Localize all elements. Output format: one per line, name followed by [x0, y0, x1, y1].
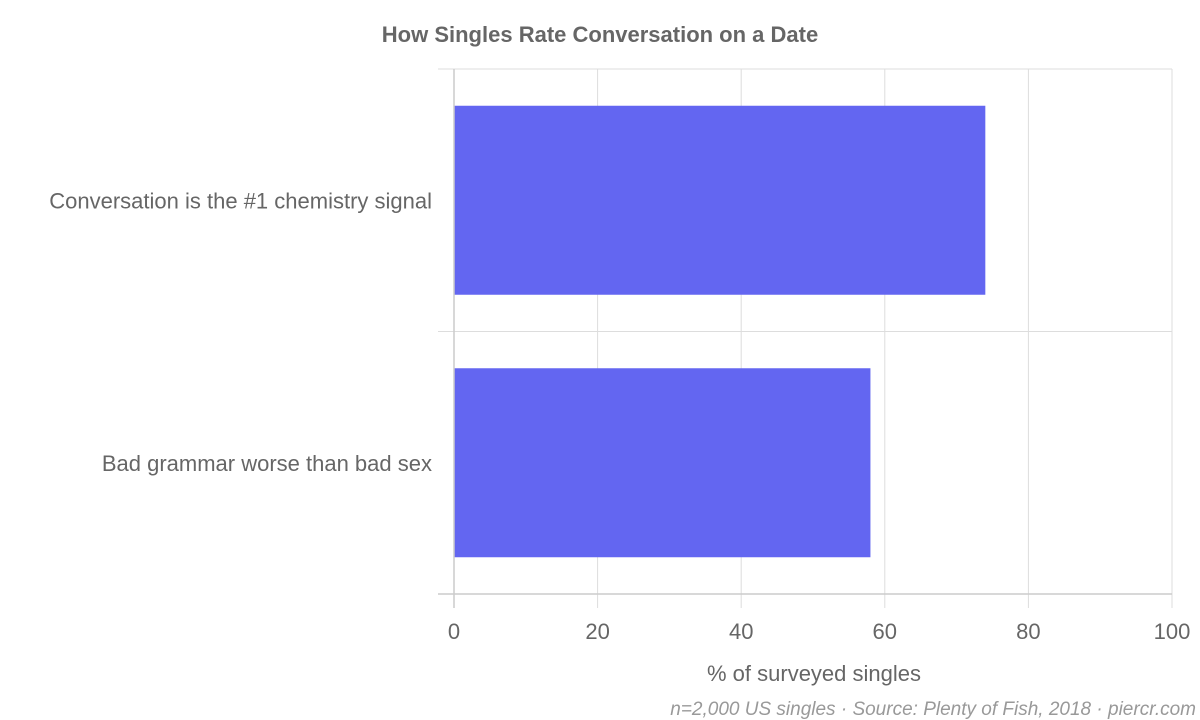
x-tick-label: 80: [1016, 619, 1040, 644]
bars: [454, 105, 986, 558]
source-note: n=2,000 US singles · Source: Plenty of F…: [670, 699, 1196, 720]
labels: 0 20 40 60 80 100 Conversation is the #1 chemi…: [49, 188, 1190, 644]
x-axis-title: % of surveyed singles: [707, 661, 921, 686]
category-label: Bad grammar worse than bad sex: [102, 451, 432, 476]
x-tick-label: 0: [448, 619, 460, 644]
x-tick-label: 100: [1154, 619, 1191, 644]
bar: [454, 368, 871, 558]
bar: [454, 105, 986, 295]
x-tick-label: 20: [585, 619, 609, 644]
x-tick-label: 40: [729, 619, 753, 644]
category-label: Conversation is the #1 chemistry signal: [49, 188, 432, 213]
chart-title: How Singles Rate Conversation on a Date: [382, 22, 818, 47]
x-tick-label: 60: [873, 619, 897, 644]
